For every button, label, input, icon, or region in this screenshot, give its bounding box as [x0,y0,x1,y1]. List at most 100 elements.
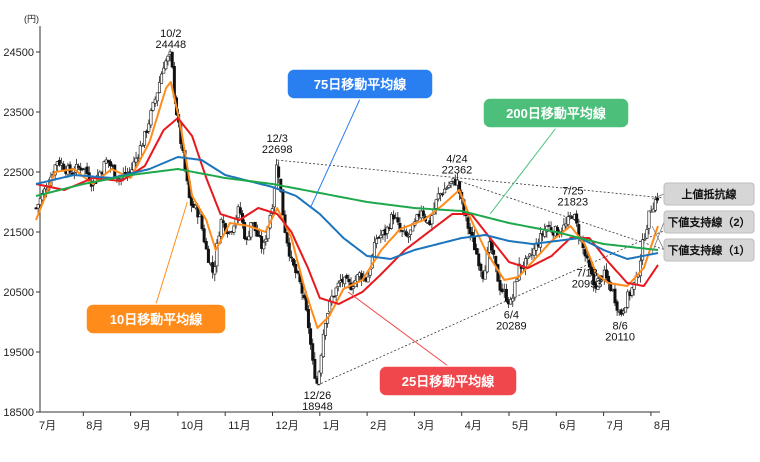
annotation-value: 18948 [302,401,333,413]
candle-body [317,371,321,385]
x-tick-label: 9月 [134,420,151,432]
annotation-date: 6/4 [504,310,519,322]
candle-body [345,275,349,279]
candle-body [319,354,323,374]
y-tick-label: 20500 [3,287,34,299]
candle-body [406,235,410,238]
x-tick-label: 3月 [417,420,434,432]
candle-body [221,220,225,223]
side-label-text: 下値支持線（1） [667,243,750,257]
candle-body [347,278,351,283]
candle-body [53,164,57,176]
candle-body [596,278,600,290]
candle-body [334,287,338,296]
candle-body [509,299,513,305]
candle-body [430,215,434,225]
candle-body [396,217,400,223]
candle-body [468,226,472,235]
x-tick-label: 8月 [86,420,103,432]
candle-body [153,98,157,104]
candle-body [641,239,645,261]
candle-body [57,159,61,166]
callout-box [378,365,518,397]
candle-body [445,187,449,190]
candle-body [311,343,315,361]
candle-body [564,223,568,227]
callout-label: 75日移動平均線 [314,77,407,92]
candle-body [272,187,276,208]
x-tick-label: 8月 [654,420,671,432]
candle-body [632,282,636,290]
candle-body [372,242,376,258]
candle-body [547,225,551,227]
annotation-value: 22698 [262,144,293,156]
y-tick-label: 23500 [3,107,34,119]
candle-body [206,248,210,263]
candle-body [155,92,159,102]
candle-body [285,232,289,244]
candle-body [458,181,462,194]
annotation-date: 12/26 [304,390,332,402]
candle-body [306,309,310,329]
callout-box [85,303,227,335]
candle-body [526,256,530,259]
candle-body [257,234,261,237]
candle-body [479,263,483,271]
candle-body [630,287,634,296]
candle-body [247,235,251,241]
candle-body [624,307,628,313]
candle-body [443,188,447,194]
candle-body [441,193,445,196]
annotation-date: 7/25 [562,186,583,198]
callout-box [286,68,434,100]
candle-body [513,281,517,298]
candle-body [292,258,296,266]
annotation-value: 22362 [442,164,473,176]
y-tick-label: 18500 [3,407,34,419]
side-label-text: 上値抵抗線 [682,187,737,201]
candle-body [498,280,502,291]
candle-body [575,213,579,224]
x-tick-label: 2月 [370,420,387,432]
candle-body [147,123,151,132]
candle-body [434,199,438,209]
candle-body [226,232,230,235]
candle-body [583,248,587,257]
candle-body [102,161,106,175]
candle-body [202,228,206,243]
callout-leader [155,201,188,305]
x-tick-label: 10月 [181,420,204,432]
side-label-leader [651,225,665,251]
y-axis-unit: (円) [24,14,39,24]
candle-body [149,110,153,126]
candle-body [160,73,164,84]
candle-body [157,82,161,93]
candle-body [415,214,419,222]
candle-body [568,215,572,217]
candle-body [40,193,44,201]
candle-body [645,229,649,239]
candle-body [281,189,285,216]
candle-body [321,333,325,357]
candle-body [264,238,268,242]
candle-body [653,199,657,211]
candle-body [262,242,266,250]
candle-body [313,359,317,379]
candle-body [609,282,613,292]
candle-body [389,213,393,229]
candle-body [638,260,642,277]
side-label-box [663,182,755,206]
annotation-value: 20110 [605,331,635,343]
candle-body [466,217,470,229]
candle-body [343,276,347,285]
candle-body [38,198,42,205]
annotation-value: 20993 [572,278,603,290]
candle-body [511,297,515,302]
trend-line [317,225,675,386]
x-tick-label: 5月 [512,420,529,432]
y-tick-label: 21500 [3,227,34,239]
candle-body [538,233,542,248]
candle-body [243,222,247,239]
candle-body [287,242,291,257]
